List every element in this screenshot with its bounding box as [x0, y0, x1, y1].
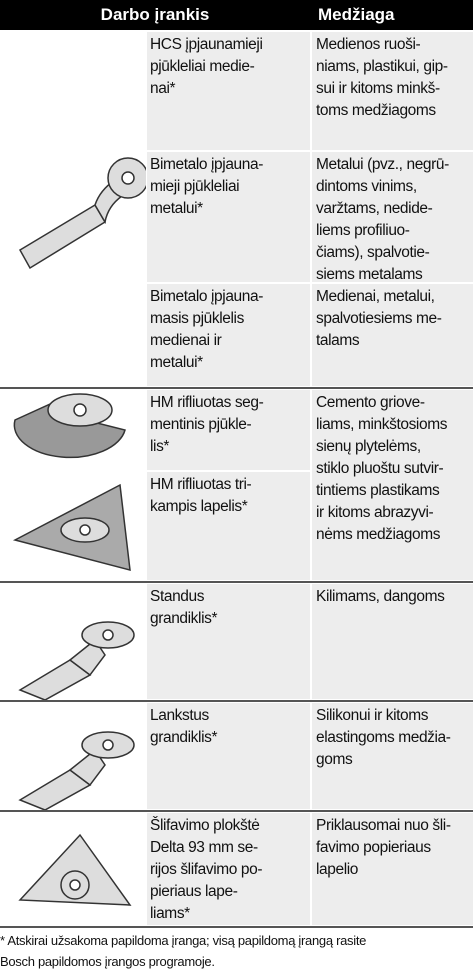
material-text: tintiems plastikams — [316, 482, 440, 499]
material-text: Cemento griove- — [316, 394, 425, 411]
material-text: Silikonui ir kitoms — [316, 707, 429, 724]
header-bar — [0, 0, 473, 30]
tool-text: metalui* — [150, 354, 203, 371]
tool-text: liams* — [150, 905, 190, 922]
material-cell — [312, 390, 473, 580]
row-divider — [0, 387, 473, 389]
tool-text: metalui* — [150, 200, 203, 217]
material-text: ir kitoms abrazyvi- — [316, 504, 434, 521]
material-text: Kilimams, dangoms — [316, 588, 445, 605]
tool-text: mentinis pjūkle- — [150, 416, 252, 433]
tool-text: grandiklis* — [150, 729, 218, 746]
tool-text: HM rifliuotas tri- — [150, 476, 252, 493]
material-cell — [312, 284, 473, 386]
material-cell — [312, 152, 473, 282]
tool-cell — [147, 390, 310, 470]
material-cell — [312, 584, 473, 699]
material-text: liems profiliuo- — [316, 222, 410, 239]
material-text: talams — [316, 332, 360, 349]
material-text: Medienai, metalui, — [316, 288, 435, 305]
material-text: sui ir kitoms minkš- — [316, 80, 440, 97]
tool-cell — [147, 703, 310, 809]
footnote: * Atskirai užsakoma papildoma įranga; vi… — [0, 933, 367, 948]
material-text: liams, minkštosioms — [316, 416, 448, 433]
material-text: lapelio — [316, 861, 359, 878]
tool-cell — [147, 584, 310, 699]
row-divider — [0, 581, 473, 583]
header-tool: Darbo įrankis — [100, 5, 210, 24]
material-text: favimo popieriaus — [316, 839, 431, 856]
row-divider — [0, 926, 473, 928]
tool-cell — [147, 152, 310, 282]
material-text: Medienos ruoši- — [316, 36, 421, 53]
material-text: elastingoms medžia- — [316, 729, 451, 746]
row-divider — [0, 810, 473, 812]
tool-text: Šlifavimo plokštė — [150, 817, 260, 834]
material-text: Metalui (pvz., negrū- — [316, 156, 449, 173]
row-divider — [0, 700, 473, 702]
tool-text: HCS įpjaunamieji — [150, 36, 263, 53]
tool-text: masis pjūklelis — [150, 310, 244, 327]
material-text: siems metalams — [316, 266, 423, 283]
material-cell — [312, 813, 473, 925]
tool-text: pjūkleliai medie- — [150, 58, 255, 75]
tool-text: Bimetalo įpjauna- — [150, 156, 263, 173]
tool-text: pieriaus lape- — [150, 883, 238, 900]
tool-text: kampis lapelis* — [150, 498, 248, 515]
material-cell — [312, 703, 473, 809]
tool-text: Delta 93 mm se- — [150, 839, 258, 856]
tool-text: nai* — [150, 80, 176, 97]
tool-text: Lankstus — [150, 707, 209, 724]
tool-text: rijos šlifavimo po- — [150, 861, 263, 878]
tool-text: mieji pjūkleliai — [150, 178, 240, 195]
tool-images — [12, 157, 146, 906]
tool-text: lis* — [150, 438, 170, 455]
material-text: goms — [316, 751, 353, 768]
tool-text: grandiklis* — [150, 610, 218, 627]
tool-cell — [147, 472, 310, 580]
material-text: varžtams, nedide- — [316, 200, 433, 217]
tool-text: Bimetalo įpjauna- — [150, 288, 263, 305]
material-text: toms medžiagoms — [316, 102, 436, 119]
tool-text: HM rifliuotas seg- — [150, 394, 264, 411]
material-cell — [312, 32, 473, 150]
tool-cell — [147, 813, 310, 925]
tool-cell — [147, 284, 310, 386]
tool-cell — [147, 32, 310, 150]
material-text: dintoms vinims, — [316, 178, 417, 195]
material-text: niams, plastikui, gip- — [316, 58, 448, 75]
tool-text: Standus — [150, 588, 205, 605]
material-text: spalvotiesiems me- — [316, 310, 442, 327]
tool-text: medienai ir — [150, 332, 222, 349]
material-text: nėms medžiagoms — [316, 526, 441, 543]
footnote: Bosch papildomos įrangos programoje. — [0, 954, 215, 969]
material-text: čiams), spalvotie- — [316, 244, 430, 261]
material-text: Priklausomai nuo šli- — [316, 817, 451, 834]
material-text: sienų plytelėms, — [316, 438, 421, 455]
material-text: stiklo pluoštu sutvir- — [316, 460, 444, 477]
header-material: Medžiaga — [318, 5, 395, 24]
